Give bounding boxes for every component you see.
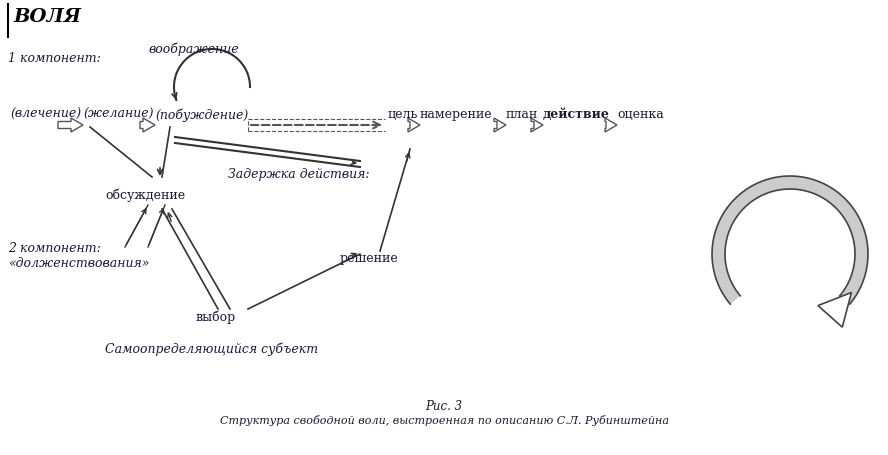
Polygon shape bbox=[605, 119, 617, 133]
Text: обсуждение: обсуждение bbox=[105, 187, 185, 201]
Text: намерение: намерение bbox=[420, 108, 493, 121]
Text: выбор: выбор bbox=[196, 309, 236, 323]
Text: Рис. 3: Рис. 3 bbox=[425, 399, 463, 412]
Text: оценка: оценка bbox=[617, 108, 663, 121]
Text: (влечение): (влечение) bbox=[10, 108, 81, 121]
Polygon shape bbox=[531, 119, 543, 133]
Text: Самоопределяющийся субъект: Самоопределяющийся субъект bbox=[105, 341, 318, 355]
Text: (желание): (желание) bbox=[83, 108, 154, 121]
Polygon shape bbox=[818, 293, 852, 328]
PathPatch shape bbox=[712, 177, 868, 304]
Text: действие: действие bbox=[543, 108, 610, 121]
Polygon shape bbox=[58, 119, 83, 133]
Text: 2 компонент:
«долженствования»: 2 компонент: «долженствования» bbox=[8, 242, 149, 269]
Polygon shape bbox=[408, 119, 420, 133]
Polygon shape bbox=[140, 119, 155, 133]
Text: воображение: воображение bbox=[148, 42, 239, 56]
Text: план: план bbox=[506, 108, 538, 121]
Text: Задержка действия:: Задержка действия: bbox=[228, 167, 369, 181]
Text: Структура свободной воли, выстроенная по описанию С.Л. Рубинштейна: Структура свободной воли, выстроенная по… bbox=[219, 414, 669, 425]
Text: (побуждение): (побуждение) bbox=[155, 108, 249, 121]
Text: решение: решение bbox=[340, 252, 399, 264]
Polygon shape bbox=[494, 119, 506, 133]
Text: ВОЛЯ: ВОЛЯ bbox=[13, 8, 81, 26]
Text: цель: цель bbox=[388, 108, 418, 121]
Text: 1 компонент:: 1 компонент: bbox=[8, 52, 101, 65]
